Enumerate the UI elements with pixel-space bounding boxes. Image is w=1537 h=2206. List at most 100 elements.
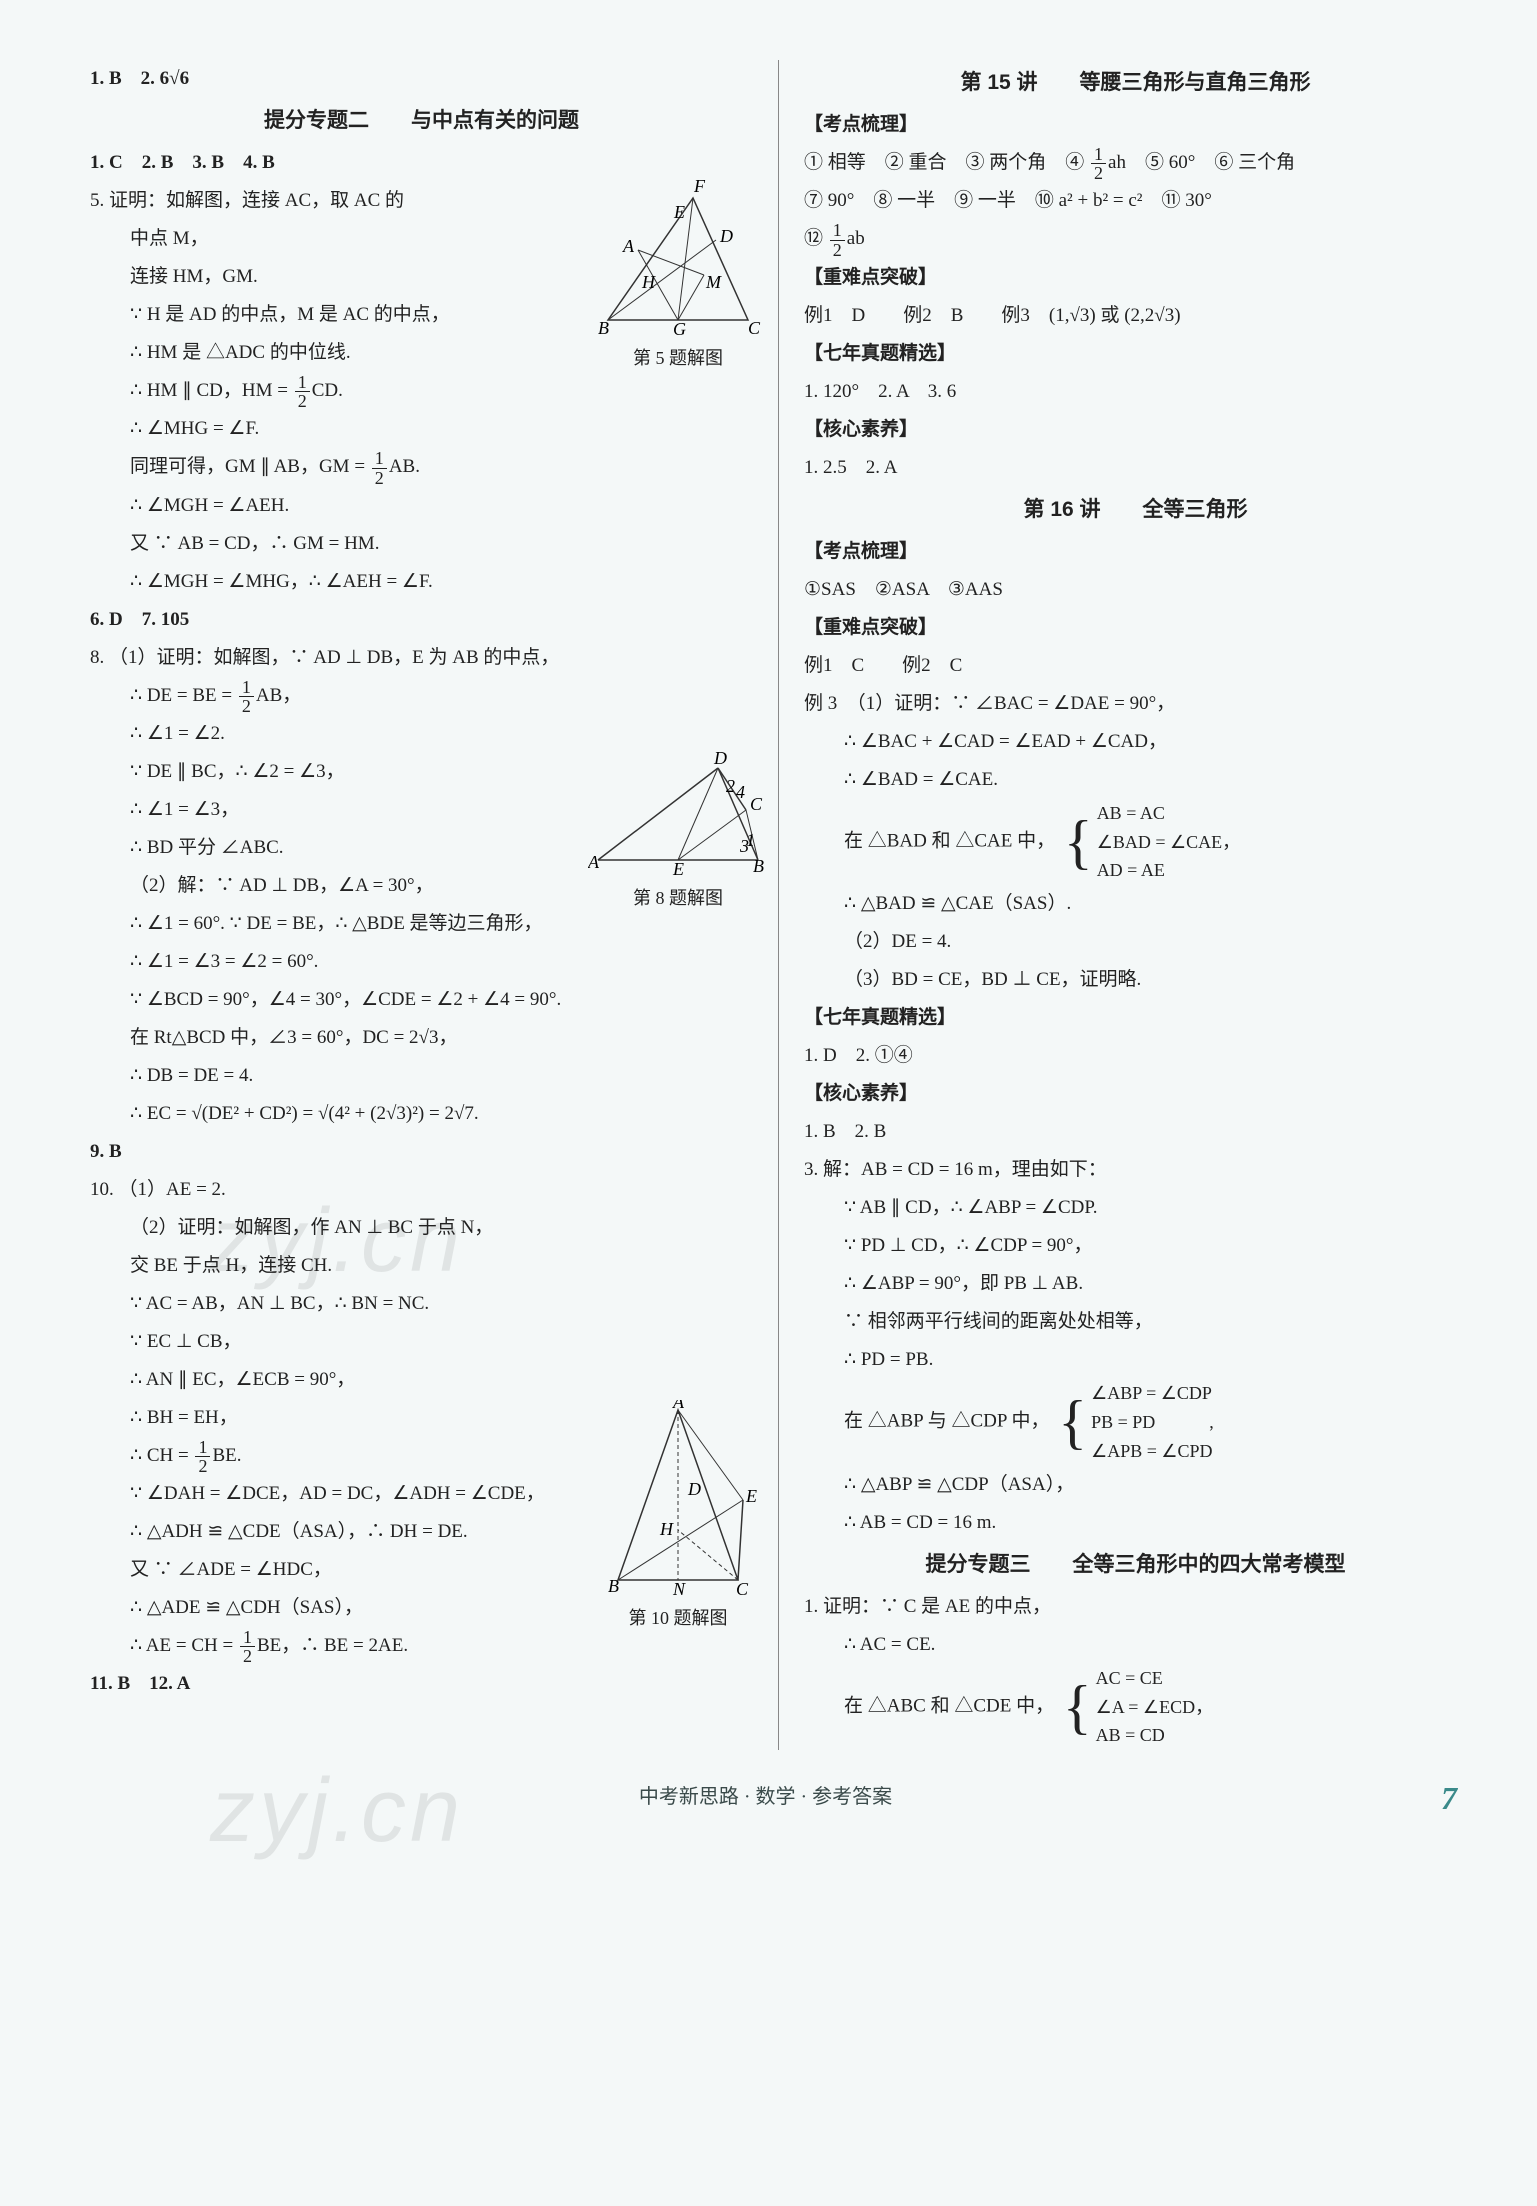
p3-brace: { AC = CE ∠A = ∠ECD， AB = CD <box>1063 1664 1213 1750</box>
p3-brace-1: AC = CE <box>1096 1668 1163 1688</box>
kd15-l3: ⑫ 12ab <box>804 220 1467 258</box>
hx16-a: 1. B 2. B <box>804 1113 1467 1151</box>
p3-q1-intro: 1. 证明：∵ C 是 AE 的中点， <box>804 1588 1467 1626</box>
q10-l7b: BE. <box>212 1445 241 1466</box>
ex3-l1: ∴ ∠BAC + ∠CAD = ∠EAD + ∠CAD， <box>804 723 1467 761</box>
p3-q1-l2: 在 △ABC 和 △CDE 中， { AC = CE ∠A = ∠ECD， AB… <box>804 1664 1467 1750</box>
p3-brace-2: ∠A = ∠ECD， <box>1096 1697 1213 1717</box>
q5-l8: 同理可得，GM ∥ AB，GM = 12AB. <box>90 448 753 486</box>
q3-l4: ∵ 相邻两平行线间的距离处处相等， <box>804 1303 1467 1341</box>
q5-l8a: 同理可得，GM ∥ AB，GM = <box>130 456 370 477</box>
q8-p2-l2: ∴ ∠1 = ∠3 = ∠2 = 60°. <box>90 943 753 981</box>
half-fraction: 12 <box>240 1628 255 1665</box>
q10-l8: ∵ ∠DAH = ∠DCE，AD = DC，∠ADH = ∠CDE， <box>90 1475 753 1513</box>
q10-l7a: ∴ CH = <box>130 1445 193 1466</box>
ex3-l4: ∴ △BAD ≌ △CAE（SAS）. <box>804 885 1467 923</box>
q3-l3: ∴ ∠ABP = 90°，即 PB ⊥ AB. <box>804 1265 1467 1303</box>
q10-l1: （2）证明：如解图，作 AN ⊥ BC 于点 N， <box>90 1209 753 1247</box>
ex3-l6: （3）BD = CE，BD ⊥ CE，证明略. <box>804 961 1467 999</box>
q5-l7: ∴ ∠MHG = ∠F. <box>90 410 753 448</box>
half-fraction: 12 <box>295 373 310 410</box>
q5-intro: 5. 证明：如解图，连接 AC，取 AC 的 <box>90 182 753 220</box>
q8-p2-l5: ∴ DB = DE = 4. <box>90 1057 753 1095</box>
q10-l6: ∴ BH = EH， <box>90 1399 753 1437</box>
section-title-16: 第 16 讲 全等三角形 <box>804 487 1467 533</box>
q3-l6-text: 在 △ABP 与 △CDP 中， <box>844 1411 1050 1432</box>
q8-l2: ∴ ∠1 = ∠2. <box>90 715 753 753</box>
section-title-zt3: 提分专题三 全等三角形中的四大常考模型 <box>804 1542 1467 1588</box>
q8-l1: ∴ DE = BE = 12AB， <box>90 677 753 715</box>
q10-l2: 交 BE 于点 H，连接 CH. <box>90 1247 753 1285</box>
q10-l9: ∴ △ADH ≌ △CDE（ASA），∴ DH = DE. <box>90 1513 753 1551</box>
section-title-zt2: 提分专题二 与中点有关的问题 <box>90 98 753 144</box>
head-7y-15: 【七年真题精选】 <box>804 335 1467 373</box>
mc-answers-a: 1. C 2. B 3. B 4. B <box>90 144 753 182</box>
q10-l12: ∴ AE = CH = 12BE，∴ BE = 2AE. <box>90 1627 753 1665</box>
sel16: 1. D 2. ①④ <box>804 1037 1467 1075</box>
ex3-brace-3: AD = AE <box>1097 860 1165 880</box>
column-divider <box>778 60 779 1750</box>
q5-l2: 中点 M， <box>90 220 753 258</box>
znd16-a: 例1 C 例2 C <box>804 647 1467 685</box>
q5-l6b: CD. <box>312 380 343 401</box>
q3-brace-3: ∠APB = ∠CPD <box>1091 1441 1212 1461</box>
q5-l9: ∴ ∠MGH = ∠AEH. <box>90 487 753 525</box>
q8-p2-l4: 在 Rt△BCD 中，∠3 = 60°，DC = 2√3， <box>90 1019 753 1057</box>
sel15: 1. 120° 2. A 3. 6 <box>804 373 1467 411</box>
half-fraction: 12 <box>195 1438 210 1475</box>
ex3-l3-text: 在 △BAD 和 △CAE 中， <box>844 830 1055 851</box>
q8-p2-l6: ∴ EC = √(DE² + CD²) = √(4² + (2√3)²) = 2… <box>90 1095 753 1133</box>
q3-intro: 3. 解：AB = CD = 16 m，理由如下： <box>804 1151 1467 1189</box>
head-znd-16: 【重难点突破】 <box>804 609 1467 647</box>
q3-l2: ∵ PD ⊥ CD，∴ ∠CDP = 90°， <box>804 1227 1467 1265</box>
ex3-l3: 在 △BAD 和 △CAE 中， { AB = AC ∠BAD = ∠CAE， … <box>804 799 1467 885</box>
q8-l4: ∴ ∠1 = ∠3， <box>90 791 753 829</box>
kd15-l1b: ah ⑤ 60° ⑥ 三个角 <box>1108 152 1295 173</box>
q8-l1a: ∴ DE = BE = <box>130 685 237 706</box>
znd15: 例1 D 例2 B 例3 (1,√3) 或 (2,2√3) <box>804 297 1467 335</box>
q8-p2-l3: ∵ ∠BCD = 90°，∠4 = 30°，∠CDE = ∠2 + ∠4 = 9… <box>90 981 753 1019</box>
head-hx-15: 【核心素养】 <box>804 411 1467 449</box>
page-footer: 中考新思路 · 数学 · 参考答案 7 <box>90 1780 1467 1809</box>
head-kd-16: 【考点梳理】 <box>804 533 1467 571</box>
watermark-2: zyj.cn <box>210 1760 464 1863</box>
q3-l7: ∴ △ABP ≌ △CDP（ASA）， <box>804 1466 1467 1504</box>
q3-brace: { ∠ABP = ∠CDP PB = PD , ∠APB = ∠CPD <box>1058 1379 1214 1465</box>
right-column: 第 15 讲 等腰三角形与直角三角形 【考点梳理】 ① 相等 ② 重合 ③ 两个… <box>784 60 1467 1750</box>
ex3-brace-2: ∠BAD = ∠CAE， <box>1097 832 1240 852</box>
q11-12: 11. B 12. A <box>90 1665 753 1703</box>
half-fraction: 12 <box>239 678 254 715</box>
q10-l7: ∴ CH = 12BE. <box>90 1437 753 1475</box>
q10-l11: ∴ △ADE ≌ △CDH（SAS）， <box>90 1589 753 1627</box>
section-title-15: 第 15 讲 等腰三角形与直角三角形 <box>804 60 1467 106</box>
ex3-intro: 例 3 （1）证明：∵ ∠BAC = ∠DAE = 90°， <box>804 685 1467 723</box>
q3-l5: ∴ PD = PB. <box>804 1341 1467 1379</box>
kd15-l1a: ① 相等 ② 重合 ③ 两个角 ④ <box>804 152 1089 173</box>
head-7y-16: 【七年真题精选】 <box>804 999 1467 1037</box>
q5-l8b: AB. <box>389 456 420 477</box>
q5-l10: 又 ∵ AB = CD，∴ GM = HM. <box>90 525 753 563</box>
q8-p2-intro: （2）解：∵ AD ⊥ DB，∠A = 30°， <box>90 867 753 905</box>
q3-l1: ∵ AB ∥ CD，∴ ∠ABP = ∠CDP. <box>804 1189 1467 1227</box>
q10-l12a: ∴ AE = CH = <box>130 1635 238 1656</box>
q10-l5: ∴ AN ∥ EC，∠ECB = 90°， <box>90 1361 753 1399</box>
ex3-brace: { AB = AC ∠BAD = ∠CAE， AD = AE <box>1064 799 1240 885</box>
kd16: ①SAS ②ASA ③AAS <box>804 571 1467 609</box>
q8-p2-l1: ∴ ∠1 = 60°. ∵ DE = BE，∴ △BDE 是等边三角形， <box>90 905 753 943</box>
q5-l11: ∴ ∠MGH = ∠MHG，∴ ∠AEH = ∠F. <box>90 563 753 601</box>
head-znd-15: 【重难点突破】 <box>804 259 1467 297</box>
svg-text:B: B <box>753 856 764 876</box>
kd15-l2: ⑦ 90° ⑧ 一半 ⑨ 一半 ⑩ a² + b² = c² ⑪ 30° <box>804 182 1467 220</box>
q8-l5: ∴ BD 平分 ∠ABC. <box>90 829 753 867</box>
q9: 9. B <box>90 1133 753 1171</box>
p3-q1-l2-text: 在 △ABC 和 △CDE 中， <box>844 1695 1054 1716</box>
q8-intro: 8. （1）证明：如解图，∵ AD ⊥ DB，E 为 AB 的中点， <box>90 639 753 677</box>
q8-l3: ∵ DE ∥ BC，∴ ∠2 = ∠3， <box>90 753 753 791</box>
page-number: 7 <box>1441 1780 1457 1817</box>
ex3-l5: （2）DE = 4. <box>804 923 1467 961</box>
answers-top: 1. B 2. 6√6 <box>90 60 753 98</box>
q6-7: 6. D 7. 105 <box>90 601 753 639</box>
kd15-l3b: ab <box>847 228 865 249</box>
q10-l3: ∵ AC = AB，AN ⊥ BC，∴ BN = NC. <box>90 1285 753 1323</box>
q8-l1b: AB， <box>256 685 301 706</box>
